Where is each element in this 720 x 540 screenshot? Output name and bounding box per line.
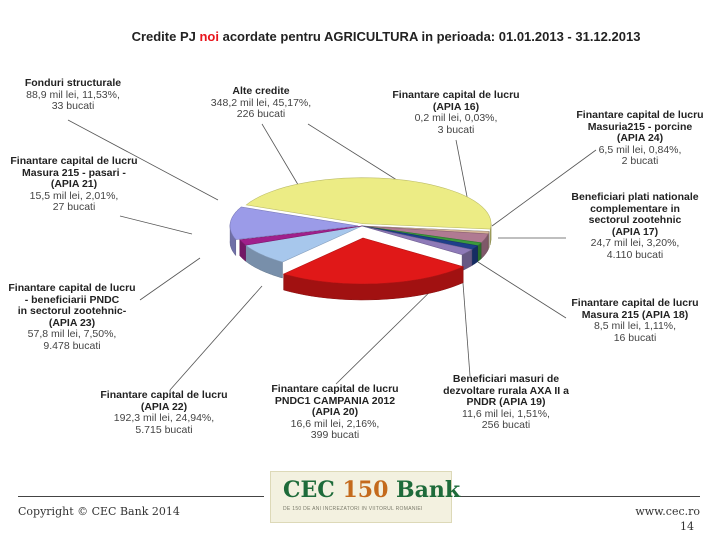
label-apia21: Finantare capital de lucru Masura 215 - … [4, 155, 144, 214]
label-count: 27 bucati [52, 201, 96, 213]
pie-slice: Fonduri structurale [229, 206, 359, 240]
cec-bank-logo: CEC 150 Bank DE 150 DE ANI INCREZATORI I… [270, 471, 460, 523]
title-part: acordate pentru AGRICULTURA in perioada:… [218, 29, 641, 44]
label-name: (APIA 21) [50, 178, 98, 190]
page-number: 14 [680, 520, 694, 533]
label-count: 5.715 bucati [135, 423, 193, 436]
label-apia23: Finantare capital de lucru - beneficiari… [2, 282, 142, 352]
label-count: 226 bucati [236, 108, 286, 120]
label-value: 8,5 mil lei, 1,11%, [593, 320, 677, 332]
label-name: Finantare capital de lucru [8, 282, 136, 294]
label-count: 2 bucati [621, 155, 659, 167]
footer-rule-right [456, 496, 700, 497]
logo-150: 150 [342, 477, 389, 503]
label-count: 3 bucati [437, 123, 475, 136]
logo-wordmark: CEC 150 Bank [283, 477, 460, 503]
label-name: Masura 215 (APIA 18) [581, 308, 689, 321]
label-apia16: Finantare capital de lucru (APIA 16) 0,2… [388, 89, 524, 136]
label-name: (APIA 20) [311, 406, 359, 418]
pie-slices: Alte credite Finantare capital de lucru (… [229, 177, 492, 301]
label-name: Finantare capital de lucru [100, 389, 228, 401]
website-link[interactable]: www.cec.ro [635, 505, 700, 518]
label-name: (APIA 24) [616, 132, 664, 144]
label-count: 4.110 bucati [606, 248, 664, 261]
label-fonduri: Fonduri structurale 88,9 mil lei, 11,53%… [10, 77, 136, 113]
label-name: Finantare capital de lucru [392, 89, 520, 101]
leader-line [335, 275, 447, 385]
pie-slice: Finantare capital de lucru PNDC1 CAMPANI… [361, 225, 473, 256]
label-name: (APIA 22) [140, 400, 188, 413]
label-value: 24,7 mil lei, 3,20%, [590, 237, 680, 249]
label-name: Masura 215 - pasari - [22, 166, 126, 179]
label-apia18: Finantare capital de lucru Masura 215 (A… [562, 297, 708, 344]
pie-slice: Finantare capital de lucru - beneficiari… [244, 225, 363, 263]
label-name: Beneficiari plati nationale [571, 191, 699, 203]
label-apia22: Finantare capital de lucru (APIA 22) 192… [96, 389, 232, 436]
leader-lines [67, 119, 597, 391]
chart-title: Credite PJ noi acordate pentru AGRICULTU… [26, 29, 720, 44]
pie-slice: Finantare capital de lucru (APIA 22) [282, 237, 465, 285]
label-name: Finantare capital de lucru [10, 155, 138, 167]
label-value: 16,6 mil lei, 2,16%, [290, 417, 380, 430]
label-count: 16 bucati [613, 331, 657, 344]
label-alte: Alte credite 348,2 mil lei, 45,17%, 226 … [200, 85, 322, 121]
label-apia19: Beneficiari masuri de dezvoltare rurala … [428, 373, 584, 432]
label-name: dezvoltare rurala AXA II a [443, 384, 569, 397]
label-name: Finantare capital de lucru [271, 383, 399, 395]
label-value: 0,2 mil lei, 0,03%, [414, 112, 498, 124]
label-name: sectorul zootehnic [588, 214, 682, 226]
label-apia24: Finantare capital de lucru Masuria215 - … [570, 109, 710, 168]
label-count: 399 bucati [310, 429, 360, 441]
label-value: 192,3 mil lei, 24,94%, [113, 412, 215, 424]
label-value: 6,5 mil lei, 0,84%, [598, 143, 682, 156]
pie-slice: Alte credite [245, 177, 492, 230]
leader-line [261, 123, 301, 189]
title-highlight: noi [199, 29, 219, 44]
leader-line [491, 149, 597, 227]
label-apia17: Beneficiari plati nationale complementar… [566, 191, 704, 261]
label-name: Finantare capital de lucru [576, 109, 704, 121]
leader-line [169, 285, 263, 391]
label-count: 33 bucati [51, 100, 95, 112]
label-name: Beneficiari masuri de [452, 373, 560, 385]
label-name: - beneficiarii PNDC [24, 293, 120, 306]
label-value: 348,2 mil lei, 45,17%, [210, 96, 312, 109]
leader-line [139, 257, 201, 301]
footer-rule-left [18, 496, 264, 497]
label-name: Alte credite [232, 85, 290, 97]
label-value: 11,6 mil lei, 1,51%, [462, 407, 550, 420]
label-name: (APIA 17) [611, 225, 659, 238]
pie-slice: Finantare capital de lucru Masura 215 - … [239, 225, 363, 246]
label-name: (APIA 16) [432, 100, 480, 113]
leader-line [477, 261, 567, 319]
label-name: in sectorul zootehnic- [17, 305, 127, 317]
label-name: Masuria215 - porcine [587, 120, 693, 133]
logo-bank: Bank [388, 477, 461, 503]
logo-tagline: DE 150 DE ANI INCREZATORI IN VIITORUL RO… [283, 506, 423, 512]
label-apia20: Finantare capital de lucru PNDC1 CAMPANI… [262, 383, 408, 442]
leader-line [307, 123, 401, 183]
copyright-text: Copyright © CEC Bank 2014 [18, 505, 180, 518]
leader-line [461, 269, 471, 377]
label-name: PNDC1 CAMPANIA 2012 [274, 394, 396, 407]
label-count: 9.478 bucati [43, 339, 101, 352]
logo-cec: CEC [283, 477, 343, 503]
leader-line [119, 215, 193, 235]
label-count: 256 bucati [481, 419, 531, 431]
leader-line [67, 119, 219, 201]
label-name: complementare in [590, 202, 680, 215]
label-value: 88,9 mil lei, 11,53%, [26, 88, 120, 101]
label-value: 15,5 mil lei, 2,01%, [29, 189, 119, 202]
label-value: 57,8 mil lei, 7,50%, [27, 328, 117, 340]
title-part: Credite PJ [131, 29, 200, 44]
label-name: PNDR (APIA 19) [466, 396, 546, 408]
label-name: (APIA 23) [48, 316, 96, 329]
label-name: Finantare capital de lucru [571, 297, 699, 309]
label-name: Fonduri structurale [24, 77, 122, 89]
